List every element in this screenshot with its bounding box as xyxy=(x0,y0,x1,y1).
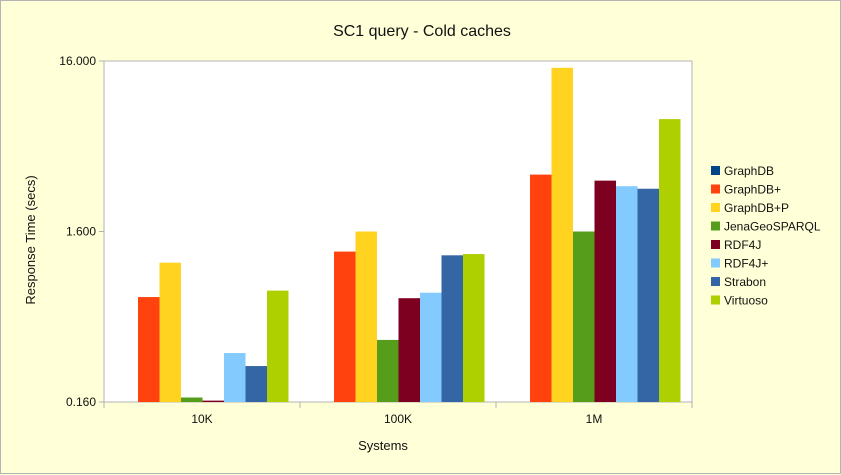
y-tick-label: 16.000 xyxy=(59,54,96,68)
y-tick-label: 1.600 xyxy=(66,225,96,239)
bar-graphdb-p-1m xyxy=(551,67,573,402)
x-axis-label: Systems xyxy=(358,438,408,453)
legend: GraphDB GraphDB+ GraphDB+P JenaGeoSPARQL RDF… xyxy=(711,164,821,308)
x-tick-label: 100K xyxy=(384,412,412,426)
legend-label: GraphDB+P xyxy=(724,201,789,215)
bar-jenageosparql-100k xyxy=(377,339,399,402)
bar-rdf4j-10k xyxy=(202,400,224,402)
legend-label: GraphDB xyxy=(724,164,774,178)
bar-strabon-10k xyxy=(245,366,267,402)
bar-jenageosparql-1m xyxy=(573,231,595,402)
bar-strabon-1m xyxy=(637,188,659,402)
plot-area: 0.160 1.600 16.000 10K 100K 1M xyxy=(59,54,693,426)
bar-rdf4j--1m xyxy=(616,186,638,402)
legend-swatch xyxy=(711,295,720,305)
y-tick-label: 0.160 xyxy=(66,395,96,409)
bar-graphdb-p-10k xyxy=(159,262,181,402)
legend-label: Strabon xyxy=(724,275,766,289)
bar-graphdb--100k xyxy=(334,251,356,402)
bar-strabon-100k xyxy=(441,255,463,402)
bar-graphdb-p-100k xyxy=(355,231,377,402)
bar-rdf4j--10k xyxy=(224,353,246,402)
bar-virtuoso-1m xyxy=(659,119,681,403)
x-tick-label: 1M xyxy=(586,412,603,426)
legend-swatch xyxy=(711,221,720,231)
chart-title: SC1 query - Cold caches xyxy=(333,23,511,40)
legend-swatch xyxy=(711,277,720,286)
legend-swatch xyxy=(711,203,720,212)
legend-label: GraphDB+ xyxy=(724,183,781,197)
bar-graphdb--1m xyxy=(530,174,552,402)
bar-virtuoso-100k xyxy=(463,254,485,402)
legend-swatch xyxy=(711,240,720,249)
x-tick-label: 10K xyxy=(191,412,212,426)
legend-swatch xyxy=(711,166,720,175)
y-axis-label: Response Time (secs) xyxy=(23,175,38,304)
legend-swatch xyxy=(711,184,720,194)
legend-label: RDF4J+ xyxy=(724,257,768,271)
bar-virtuoso-10k xyxy=(267,290,289,402)
legend-label: JenaGeoSPARQL xyxy=(724,220,821,234)
bar-rdf4j-100k xyxy=(398,298,420,402)
legend-label: RDF4J xyxy=(724,238,761,252)
bar-rdf4j-1m xyxy=(594,180,616,402)
bar-graphdb--10k xyxy=(138,297,160,402)
legend-label: Virtuoso xyxy=(724,294,768,308)
bar-jenageosparql-10k xyxy=(181,397,203,402)
bar-rdf4j--100k xyxy=(420,292,442,402)
legend-swatch xyxy=(711,258,720,268)
